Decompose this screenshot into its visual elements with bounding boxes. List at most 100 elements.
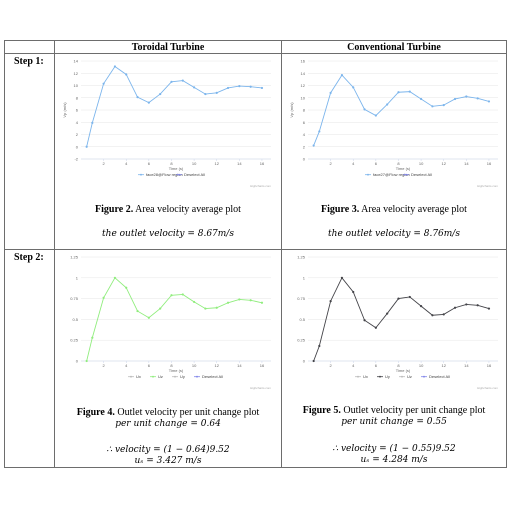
x-tick-label: 2 (330, 363, 333, 368)
legend-marker (152, 375, 154, 378)
y-tick-label: 8 (76, 95, 79, 100)
data-point (125, 73, 128, 76)
data-point (476, 97, 479, 100)
x-tick-label: 14 (237, 161, 242, 166)
legend-item-label: Uz (407, 374, 412, 379)
data-point (363, 108, 366, 111)
y-tick-label: 0 (76, 144, 79, 149)
fig2-caption: Figure 2. Area velocity average plot (55, 204, 281, 215)
y-tick-label: 12 (74, 71, 79, 76)
y-tick-label: 6 (303, 120, 306, 125)
x-tick-label: 16 (260, 161, 265, 166)
data-point (442, 313, 445, 316)
y-tick-label: 4 (76, 120, 79, 125)
data-point (260, 86, 264, 90)
fig2-caption-label: Figure 2. (95, 204, 134, 215)
x-tick-label: 2 (103, 363, 106, 368)
y-tick-label: 0.5 (299, 317, 305, 322)
column-divider (54, 41, 55, 467)
x-tick-label: 10 (419, 161, 424, 166)
fig4-line2: ∴ velocity = (1 − 0.64)9.52 (106, 445, 230, 455)
y-tick-label: 0.75 (297, 296, 306, 301)
data-point (170, 294, 173, 297)
x-tick-label: 8 (397, 161, 400, 166)
data-point (386, 103, 389, 106)
x-tick-label: 6 (148, 363, 151, 368)
data-point (102, 82, 105, 85)
y-tick-label: 10 (74, 83, 79, 88)
legend-item-label: Deselect All (429, 374, 450, 379)
legend-item-label: face27@Flow region (373, 172, 410, 177)
data-point (465, 303, 468, 306)
x-tick-label: 16 (487, 363, 492, 368)
x-tick-label: 4 (352, 363, 355, 368)
fig4-line3: uₛ = 3.427 m/s (134, 456, 202, 466)
fig3-caption-text: Area velocity average plot (359, 204, 467, 215)
x-tick-label: 10 (192, 363, 197, 368)
data-point (408, 295, 411, 299)
chart-credit: Highcharts.com (477, 386, 498, 390)
data-point (397, 91, 400, 94)
legend-marker (379, 375, 381, 378)
y-tick-label: 2 (76, 132, 79, 137)
legend-marker (130, 375, 132, 378)
fig4-line1: per unit change = 0.64 (115, 419, 221, 429)
x-tick-label: 8 (397, 363, 400, 368)
data-point (318, 344, 321, 348)
data-point (170, 80, 173, 83)
y-tick-label: 1 (76, 275, 79, 280)
step1-label: Step 1: (14, 56, 44, 67)
legend-item-label: Ux (363, 374, 368, 379)
y-tick-label: 10 (301, 95, 306, 100)
y-tick-label: 0.75 (70, 296, 79, 301)
chart-svg: -2 0 2 4 6 8 10 12 14 2 4 6 8 10 12 14 16 Time (s) Vp (m/s… (62, 59, 271, 189)
y-axis-label: Vp (m/s) (62, 102, 67, 118)
fig5-line2: ∴ velocity = (1 − 0.55)9.52 (332, 444, 456, 454)
legend-marker (405, 173, 407, 176)
legend-marker (357, 375, 359, 378)
y-tick-label: 0 (303, 359, 306, 364)
data-point (192, 86, 196, 89)
x-tick-label: 14 (237, 363, 242, 368)
data-point (312, 144, 315, 147)
x-tick-label: 12 (214, 363, 219, 368)
legend-marker (140, 173, 142, 176)
data-point (453, 306, 457, 309)
chart-svg: 0 2 4 6 8 10 12 14 16 2 4 6 8 10 12 14 16 Time (s) Vp (m/s… (289, 59, 498, 189)
step2-label: Step 2: (14, 252, 44, 263)
chart-step1-conventional: 0 2 4 6 8 10 12 14 16 2 4 6 8 10 12 14 16 Time (s) Vp (m/s… (286, 55, 504, 189)
fig5-caption: Figure 5. Outlet velocity per unit chang… (282, 405, 506, 416)
y-tick-label: 1 (303, 275, 306, 280)
fig2-caption-text: Area velocity average plot (133, 204, 241, 215)
data-point (91, 121, 94, 124)
x-tick-label: 4 (352, 161, 355, 166)
legend-item-label: Uy (180, 374, 185, 379)
legend-marker (367, 173, 369, 176)
x-tick-label: 6 (375, 161, 378, 166)
data-point (408, 90, 411, 93)
legend-item-label: Deselect All (411, 172, 432, 177)
data-point (476, 304, 479, 307)
data-point (318, 130, 321, 133)
chart-credit: Highcharts.com (250, 184, 271, 188)
y-tick-label: 2 (303, 144, 306, 149)
data-point (204, 92, 207, 96)
data-point (215, 91, 218, 94)
x-axis-label: Time (s) (169, 368, 184, 373)
x-axis-label: Time (s) (169, 166, 184, 171)
y-tick-label: 14 (301, 71, 306, 76)
chart-step2-toroidal: 0 0.25 0.5 0.75 1 1.25 2 4 6 8 10 12 14 16 Time (s) Ux U… (59, 251, 277, 391)
data-point (238, 298, 241, 301)
data-point (442, 104, 445, 107)
x-tick-label: 12 (214, 161, 219, 166)
x-tick-label: 16 (487, 161, 492, 166)
fig5-caption-text: Outlet velocity per unit change plot (340, 405, 486, 416)
fig5-line1: per unit change = 0.55 (341, 417, 447, 427)
data-point (249, 299, 252, 302)
data-point (147, 101, 150, 104)
data-point (204, 307, 207, 310)
data-point (215, 306, 218, 309)
x-tick-label: 16 (260, 363, 265, 368)
legend-item-label: face28@Flow region (146, 172, 183, 177)
row-divider (5, 53, 506, 54)
